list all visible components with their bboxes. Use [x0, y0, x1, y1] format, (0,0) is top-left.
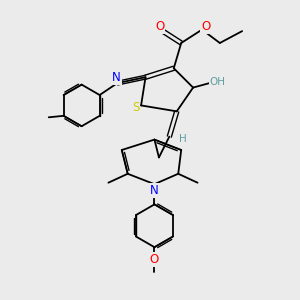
Text: O: O	[201, 20, 210, 33]
Text: S: S	[132, 101, 140, 114]
Text: N: N	[150, 184, 159, 197]
Text: N: N	[112, 71, 121, 84]
Text: H: H	[179, 134, 187, 144]
Text: O: O	[155, 20, 164, 33]
Text: O: O	[150, 253, 159, 266]
Text: OH: OH	[209, 76, 226, 87]
